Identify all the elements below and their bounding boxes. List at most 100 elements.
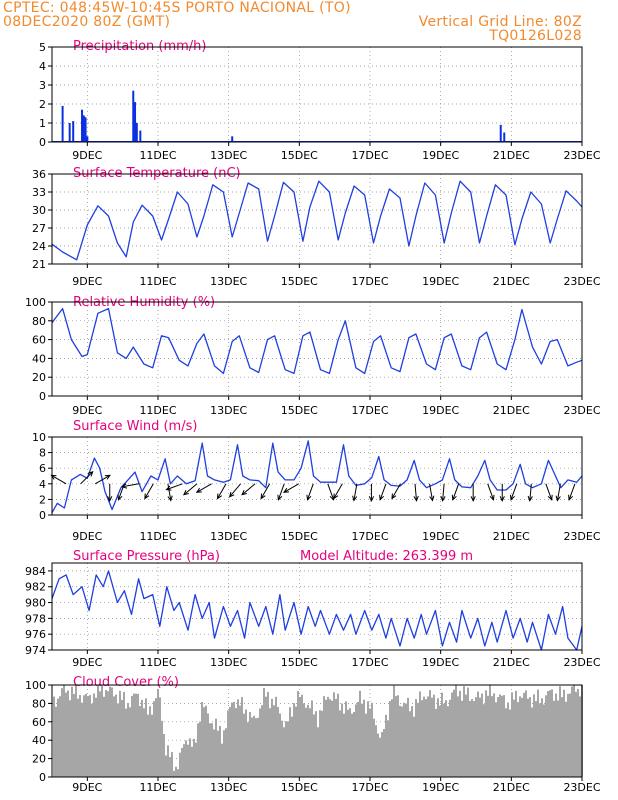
cloud-bar [79, 695, 81, 777]
cloud-bar [89, 695, 91, 777]
cloud-bar [323, 696, 325, 777]
x-tick-label: 19DEC [422, 404, 459, 417]
cloud-bar [77, 698, 79, 777]
x-tick-label: 19DEC [422, 781, 459, 794]
cloud-bar [459, 690, 461, 777]
cloud-bar [159, 697, 161, 777]
cloud-bar [517, 702, 519, 777]
cloud-bar [265, 696, 267, 777]
cloud-bar [401, 706, 403, 777]
cloud-bar [555, 693, 557, 777]
cloud-bar [185, 740, 187, 777]
cloud-bar [561, 697, 563, 777]
cloud-bar [365, 713, 367, 777]
cloud-bar [305, 707, 307, 777]
cloud-bar [207, 713, 209, 777]
cloud-bar [439, 705, 441, 777]
cloud-bar [169, 757, 171, 777]
wind-arrowhead [144, 493, 150, 500]
cloud-bar [231, 702, 233, 777]
cloud-bar [225, 728, 227, 777]
cloud-bar [123, 691, 125, 777]
cloud-bar [289, 707, 291, 777]
cloud-bar [269, 708, 271, 777]
y-tick-label: 984 [25, 565, 46, 578]
pres-series-line [51, 570, 583, 651]
x-tick-label: 13DEC [210, 275, 247, 288]
cloud-bar [295, 706, 297, 777]
cloud-bar [299, 697, 301, 777]
cloud-bar [125, 708, 127, 777]
cloud-bar [357, 701, 359, 777]
cloud-bar [197, 723, 199, 777]
x-tick-label: 9DEC [72, 781, 102, 794]
cloud-bar [419, 691, 421, 777]
cloud-bar [65, 692, 67, 777]
wind-vector [277, 483, 285, 500]
cloud-bar [285, 721, 287, 777]
cloud-bar [503, 695, 505, 777]
wind-arrowhead [195, 487, 202, 493]
cloud-bar [481, 693, 483, 777]
pres-panel: Surface Pressure (hPa) Model Altitude: 26… [25, 549, 601, 669]
cloud-bar [453, 689, 455, 777]
cloud-bar [261, 705, 263, 777]
cloud-bar [483, 704, 485, 777]
wind-arrowhead [167, 495, 173, 502]
cloud-bar [525, 690, 527, 777]
y-tick-label: 982 [25, 581, 46, 594]
wind-arrowhead [277, 494, 283, 501]
cloud-bar [135, 693, 137, 777]
y-tick-label: 20 [32, 753, 46, 766]
y-tick-label: 80 [32, 315, 46, 328]
cloud-bar [101, 685, 103, 777]
x-tick-label: 15DEC [281, 404, 318, 417]
x-tick-label: 15DEC [281, 530, 318, 543]
wind-vector [167, 483, 172, 501]
wind-vector [94, 474, 111, 485]
cloud-bar [393, 685, 395, 777]
cloud-bar [203, 707, 205, 777]
cloud-bar [59, 696, 61, 777]
header-date: 08DEC2020 80Z (GMT) [3, 14, 171, 30]
cloud-bar [437, 698, 439, 777]
cloud-bar [571, 686, 573, 777]
cloud-bar [153, 701, 155, 777]
wind-panel: Surface Wind (m/s) 0 2 4 6 8 10 9DEC 11DEC 13DEC 1… [32, 419, 601, 543]
wind-arrowhead [87, 470, 94, 477]
y-tick-label: 974 [25, 644, 46, 657]
x-tick-label: 19DEC [422, 530, 459, 543]
cloud-bar [485, 690, 487, 777]
y-tick-label: 4 [39, 60, 46, 73]
cloud-bar [359, 690, 361, 777]
precip-bar [61, 105, 64, 142]
cloud-bar [87, 696, 89, 777]
wind-arrowhead [451, 494, 457, 501]
cloud-bar [409, 711, 411, 777]
cloud-bar [105, 689, 107, 777]
wind-vector [121, 483, 139, 488]
wind-vector [327, 483, 335, 500]
header: CPTEC: 048:45W-10:45S PORTO NACIONAL (TO… [0, 0, 618, 46]
cloud-bar [133, 693, 135, 777]
cloud-bar [569, 693, 571, 777]
x-tick-label: 15DEC [281, 275, 318, 288]
y-tick-label: 60 [32, 334, 46, 347]
cloud-bar [539, 703, 541, 777]
x-tick-label: 23DEC [563, 404, 600, 417]
cloud-bar [559, 686, 561, 777]
x-tick-label: 21DEC [493, 275, 530, 288]
cloud-bar [229, 707, 231, 777]
cloud-bar [413, 716, 415, 777]
cloud-bar [363, 699, 365, 777]
wind-arrowhead [241, 489, 248, 496]
y-tick-label: 0 [39, 390, 46, 403]
cloud-bar [245, 709, 247, 777]
wind-vector [391, 483, 401, 499]
cloud-bar [95, 697, 97, 777]
cloud-bar [527, 698, 529, 777]
cloud-bar [471, 699, 473, 777]
cloud-bar [489, 685, 491, 777]
